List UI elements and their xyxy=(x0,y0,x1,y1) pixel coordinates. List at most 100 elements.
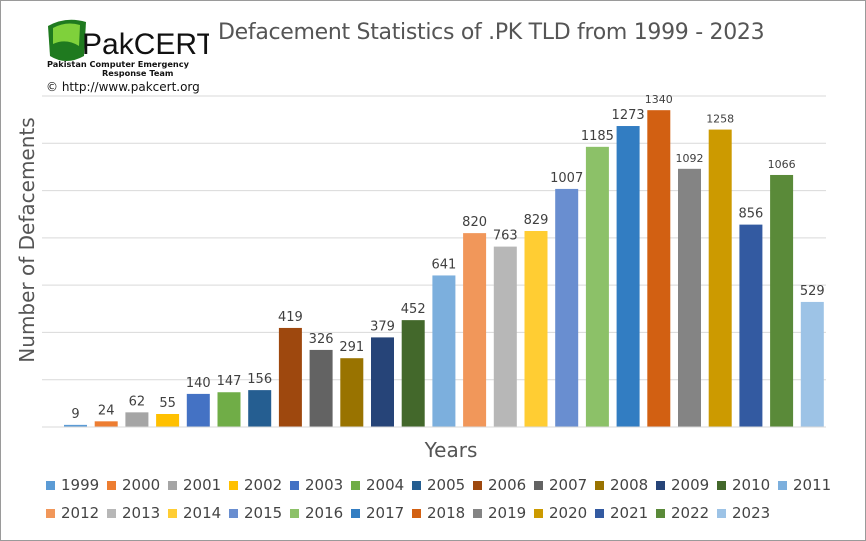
legend-swatch xyxy=(412,508,421,518)
legend-swatch xyxy=(778,480,787,490)
legend-swatch xyxy=(168,508,177,518)
legend-label: 2000 xyxy=(122,476,161,494)
data-label-2002: 55 xyxy=(159,396,176,411)
legend-label: 2014 xyxy=(183,504,222,522)
y-axis-label: Number of Defacements xyxy=(15,117,39,362)
legend-label: 2017 xyxy=(366,504,405,522)
legend-label: 2018 xyxy=(427,504,466,522)
legend-item-2009: 2009 xyxy=(656,476,717,494)
bar-2014 xyxy=(524,231,548,427)
legend-item-2011: 2011 xyxy=(778,476,839,494)
data-labels: 9 24 62 55 140 147 156 419 326 291 379 452 641 820 763… xyxy=(71,93,824,422)
legend-item-2014: 2014 xyxy=(168,504,229,522)
legend-label: 2004 xyxy=(366,476,405,494)
legend-swatch xyxy=(717,508,726,518)
legend-label: 2011 xyxy=(793,476,832,494)
bar-2003 xyxy=(186,393,210,427)
legend-item-1999: 1999 xyxy=(46,476,107,494)
legend-item-2022: 2022 xyxy=(656,504,717,522)
bar-2007 xyxy=(309,349,333,427)
bar-2010 xyxy=(401,320,425,427)
bar-2008 xyxy=(340,358,364,427)
legend-swatch xyxy=(717,480,726,490)
legend-swatch xyxy=(412,480,421,490)
data-label-2006: 419 xyxy=(278,310,303,325)
bar-2002 xyxy=(156,413,180,427)
legend-label: 2013 xyxy=(122,504,161,522)
data-label-2005: 156 xyxy=(247,372,272,387)
legend-row-1: 1999 2000 2001 2002 2003 2004 2005 2006 2007 2008… xyxy=(46,476,839,494)
bars xyxy=(64,110,824,427)
bar-2016 xyxy=(585,146,609,427)
legend-item-2016: 2016 xyxy=(290,504,351,522)
legend-item-2018: 2018 xyxy=(412,504,473,522)
data-label-2001: 62 xyxy=(129,394,146,409)
bar-2018 xyxy=(647,110,671,427)
data-label-2020: 1258 xyxy=(706,113,734,126)
legend-label: 2002 xyxy=(244,476,283,494)
data-label-2000: 24 xyxy=(98,403,115,418)
bar-2022 xyxy=(770,174,794,427)
bar-2020 xyxy=(708,129,732,427)
legend-item-2010: 2010 xyxy=(717,476,778,494)
bar-2012 xyxy=(463,233,487,427)
copyright-text: © http://www.pakcert.org xyxy=(46,80,200,94)
bar-2011 xyxy=(432,275,456,427)
legend-swatch xyxy=(46,480,55,490)
bar-1999 xyxy=(64,424,87,427)
bar-2000 xyxy=(94,421,118,427)
data-label-2009: 379 xyxy=(370,319,395,334)
bar-2021 xyxy=(739,224,763,427)
bar-2013 xyxy=(493,246,517,427)
legend-label: 2001 xyxy=(183,476,222,494)
data-label-2004: 147 xyxy=(217,374,242,389)
chart-title: Defacement Statistics of .PK TLD from 19… xyxy=(218,20,765,45)
legend-swatch xyxy=(656,480,665,490)
logo-brand: PakCERT xyxy=(82,28,209,61)
legend-item-2000: 2000 xyxy=(107,476,168,494)
legend-swatch xyxy=(229,480,238,490)
legend-swatch xyxy=(473,480,482,490)
legend-swatch xyxy=(656,508,665,518)
data-label-2015: 1007 xyxy=(550,171,583,186)
legend-swatch xyxy=(534,508,543,518)
legend-swatch xyxy=(46,508,55,518)
bar-2009 xyxy=(371,337,394,427)
legend-swatch xyxy=(595,480,604,490)
logo-tagline-1: Pakistan Computer Emergency xyxy=(47,59,190,69)
data-label-2021: 856 xyxy=(738,207,763,222)
bar-2023 xyxy=(800,301,824,427)
bar-2001 xyxy=(125,412,149,427)
data-label-2014: 829 xyxy=(524,213,549,228)
legend-swatch xyxy=(290,508,299,518)
legend-swatch xyxy=(351,480,360,490)
legend-label: 2010 xyxy=(732,476,771,494)
legend-swatch xyxy=(229,508,238,518)
bar-2015 xyxy=(555,188,579,427)
bar-2019 xyxy=(678,168,701,427)
data-label-2016: 1185 xyxy=(581,129,614,144)
data-label-2022: 1066 xyxy=(768,158,796,171)
legend-label: 2019 xyxy=(488,504,527,522)
logo-shield-highlight xyxy=(53,23,80,46)
legend-item-2006: 2006 xyxy=(473,476,534,494)
data-label-2018: 1340 xyxy=(645,93,673,106)
legend-label: 2007 xyxy=(549,476,588,494)
legend-item-2004: 2004 xyxy=(351,476,412,494)
legend-swatch xyxy=(351,508,360,518)
legend-label: 2022 xyxy=(671,504,710,522)
legend-swatch xyxy=(534,480,543,490)
bar-2004 xyxy=(217,392,241,427)
data-label-2017: 1273 xyxy=(612,108,645,123)
legend-swatch xyxy=(168,480,177,490)
legend-label: 2003 xyxy=(305,476,344,494)
pakcert-logo: PakCERT Pakistan Computer Emergency Resp… xyxy=(47,19,209,78)
legend-item-2023: 2023 xyxy=(717,504,778,522)
legend-swatch xyxy=(107,508,116,518)
legend-label: 2020 xyxy=(549,504,588,522)
data-label-2010: 452 xyxy=(401,302,426,317)
legend-label: 2008 xyxy=(610,476,649,494)
legend-row-2: 2012 2013 2014 2015 2016 2017 2018 2019 2020 2021… xyxy=(46,504,778,522)
data-label-2023: 529 xyxy=(800,284,825,299)
